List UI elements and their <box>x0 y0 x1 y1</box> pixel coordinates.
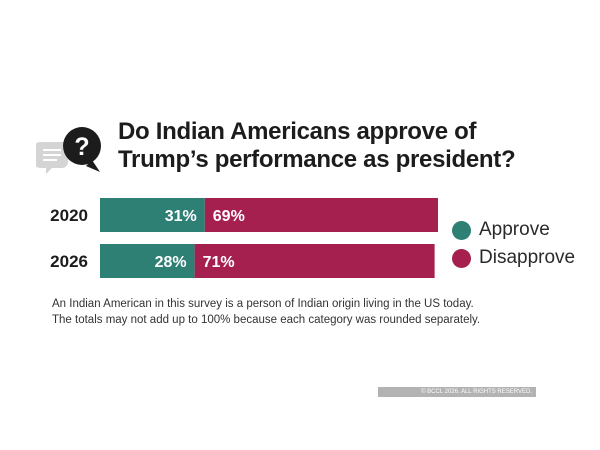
legend-item-disapprove: Disapprove <box>452 244 592 272</box>
bar-segment-disapprove <box>194 244 435 278</box>
svg-text:?: ? <box>74 133 89 161</box>
category-label: 2026 <box>50 252 88 271</box>
legend-swatch-disapprove <box>452 248 471 268</box>
question-mark-bubble-icon: ? <box>63 127 101 172</box>
legend-item-approve: Approve <box>452 216 592 244</box>
data-label-disapprove: 69% <box>213 208 245 225</box>
legend-label-disapprove: Disapprove <box>479 247 576 268</box>
footnote-line: The totals may not add up to 100% becaus… <box>52 314 481 326</box>
data-label-approve: 31% <box>165 208 197 225</box>
bar-segment-approve <box>100 244 195 278</box>
copyright-notice: © BCCL 2026. ALL RIGHTS RESERVED. <box>378 387 536 397</box>
legend-label-approve: Approve <box>479 219 550 240</box>
legend: Approve Disapprove <box>452 216 592 272</box>
bar-segment-disapprove <box>204 198 438 232</box>
footnote-line: An Indian American in this survey is a p… <box>52 298 474 310</box>
stacked-bar-chart: 2020 31% 69% 2026 28% 71% <box>50 198 438 278</box>
category-label: 2020 <box>50 206 88 225</box>
legend-swatch-approve <box>452 220 471 240</box>
data-label-approve: 28% <box>155 254 187 271</box>
grey-speech-bubble-icon <box>36 142 68 174</box>
data-label-disapprove: 71% <box>203 254 235 271</box>
chart-title: Do Indian Americans approve of Trump’s p… <box>118 118 516 173</box>
question-speech-bubble-icon: ? <box>36 127 101 174</box>
footnote: An Indian American in this survey is a p… <box>52 296 572 328</box>
bar-segment-approve <box>100 198 205 232</box>
